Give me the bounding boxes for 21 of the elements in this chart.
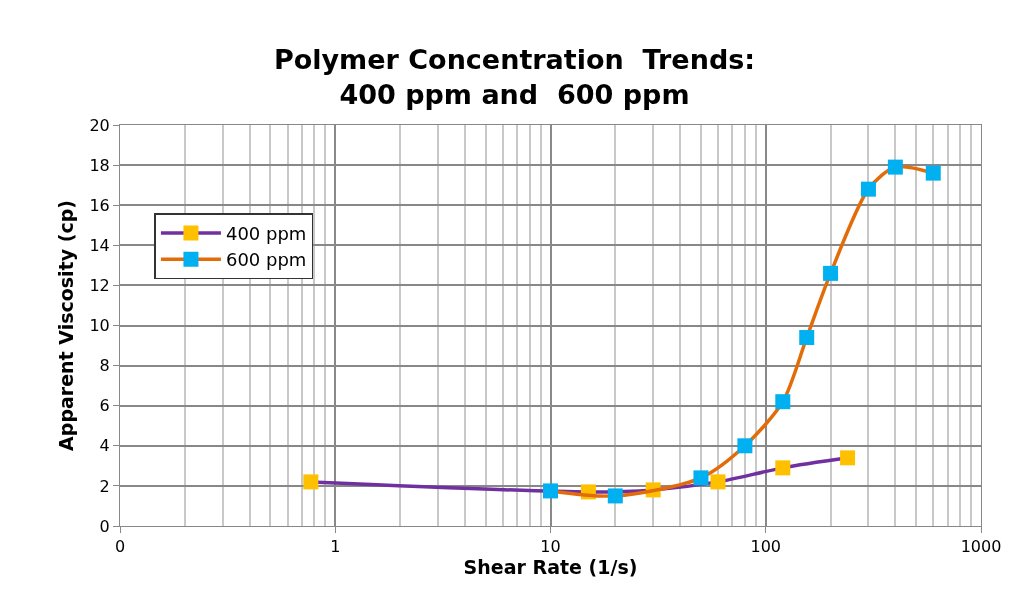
y-tick-label: 8: [99, 356, 110, 376]
x-tick-label: 1000: [960, 537, 1002, 557]
y-tick-label: 0: [99, 516, 110, 536]
legend-label: 600 ppm: [225, 249, 307, 271]
y-tick-label: 2: [99, 476, 110, 496]
x-axis-title: Shear Rate (1/s): [463, 556, 638, 579]
y-tick-label: 16: [89, 195, 110, 215]
y-tick-label: 12: [89, 276, 110, 295]
x-tick-label: 10: [540, 537, 561, 557]
y-tick-label: 14: [89, 235, 110, 255]
x-tick-label: 100: [750, 537, 782, 557]
legend-label: 400 ppm: [225, 222, 307, 244]
x-tick-label: 1: [330, 537, 341, 557]
chart-title: Polymer Concentration Trends: 400 ppm and 600 ppm: [273, 43, 756, 110]
y-axis-title: Apparent Viscosity (cp): [55, 200, 78, 451]
y-tick-label: 4: [99, 436, 110, 456]
y-tick-label: 18: [89, 155, 110, 175]
y-tick-label: 20: [89, 115, 110, 135]
y-tick-label: 6: [99, 396, 110, 416]
y-tick-label: 10: [89, 316, 110, 336]
x-tick-label: 0: [114, 537, 126, 557]
